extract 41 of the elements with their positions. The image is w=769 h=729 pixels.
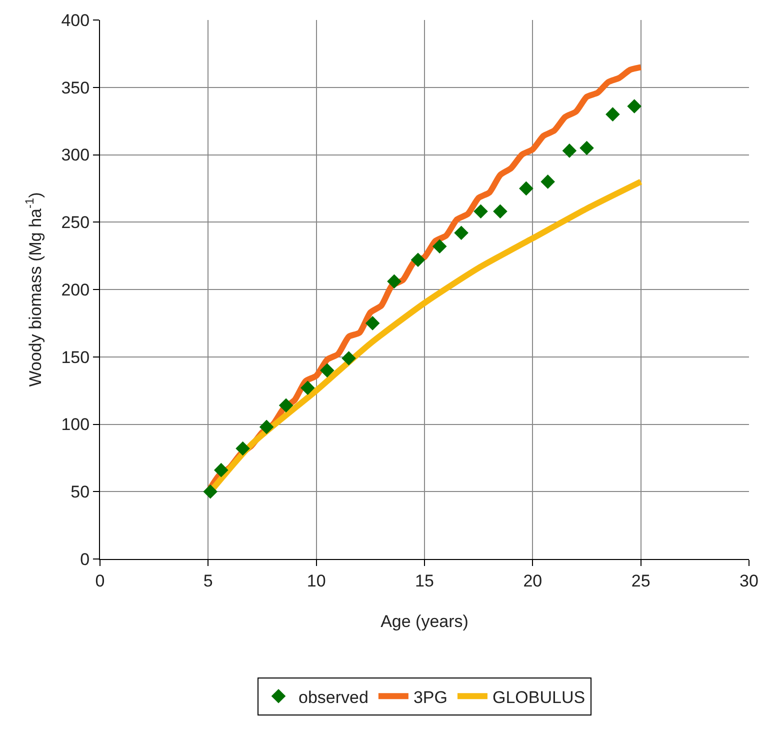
point bbox=[278, 398, 294, 413]
legend-label: observed bbox=[298, 688, 368, 707]
point bbox=[342, 351, 356, 366]
point bbox=[580, 140, 594, 156]
y-tick-label: 200 bbox=[61, 280, 90, 300]
y-tick-label: 150 bbox=[61, 348, 90, 367]
x-tick-label: 0 bbox=[95, 571, 105, 590]
y-tick-label: 100 bbox=[61, 415, 90, 434]
point bbox=[493, 204, 508, 218]
x-tick-label: 25 bbox=[631, 571, 650, 590]
point bbox=[365, 316, 380, 330]
x-tick-label: 15 bbox=[415, 571, 434, 590]
point bbox=[387, 274, 402, 289]
y-tick-label: 50 bbox=[70, 482, 90, 502]
point bbox=[606, 107, 620, 122]
point bbox=[320, 363, 334, 378]
y-tick-label: 0 bbox=[80, 550, 90, 569]
point bbox=[410, 252, 426, 268]
y-tick-label: 350 bbox=[61, 78, 90, 98]
point bbox=[519, 181, 534, 196]
point bbox=[562, 144, 577, 158]
point bbox=[214, 462, 228, 478]
point bbox=[454, 226, 468, 240]
legend-label: 3PG bbox=[413, 688, 448, 707]
legend-label: GLOBULUS bbox=[492, 688, 586, 707]
point bbox=[203, 484, 218, 499]
point bbox=[627, 99, 642, 114]
point bbox=[300, 380, 315, 396]
x-tick-label: 5 bbox=[203, 571, 213, 590]
point bbox=[540, 174, 555, 189]
x-tick-label: 30 bbox=[740, 571, 758, 590]
point bbox=[236, 441, 250, 456]
point bbox=[259, 420, 274, 434]
x-tick-label: 10 bbox=[306, 571, 326, 590]
point bbox=[474, 204, 488, 218]
x-tick-label: 20 bbox=[523, 571, 542, 590]
y-tick-label: 300 bbox=[61, 146, 90, 165]
point bbox=[432, 239, 447, 254]
y-tick-label: 250 bbox=[61, 213, 90, 232]
y-tick-label: 400 bbox=[61, 10, 90, 30]
x-axis-title: Age (years) bbox=[380, 612, 468, 631]
